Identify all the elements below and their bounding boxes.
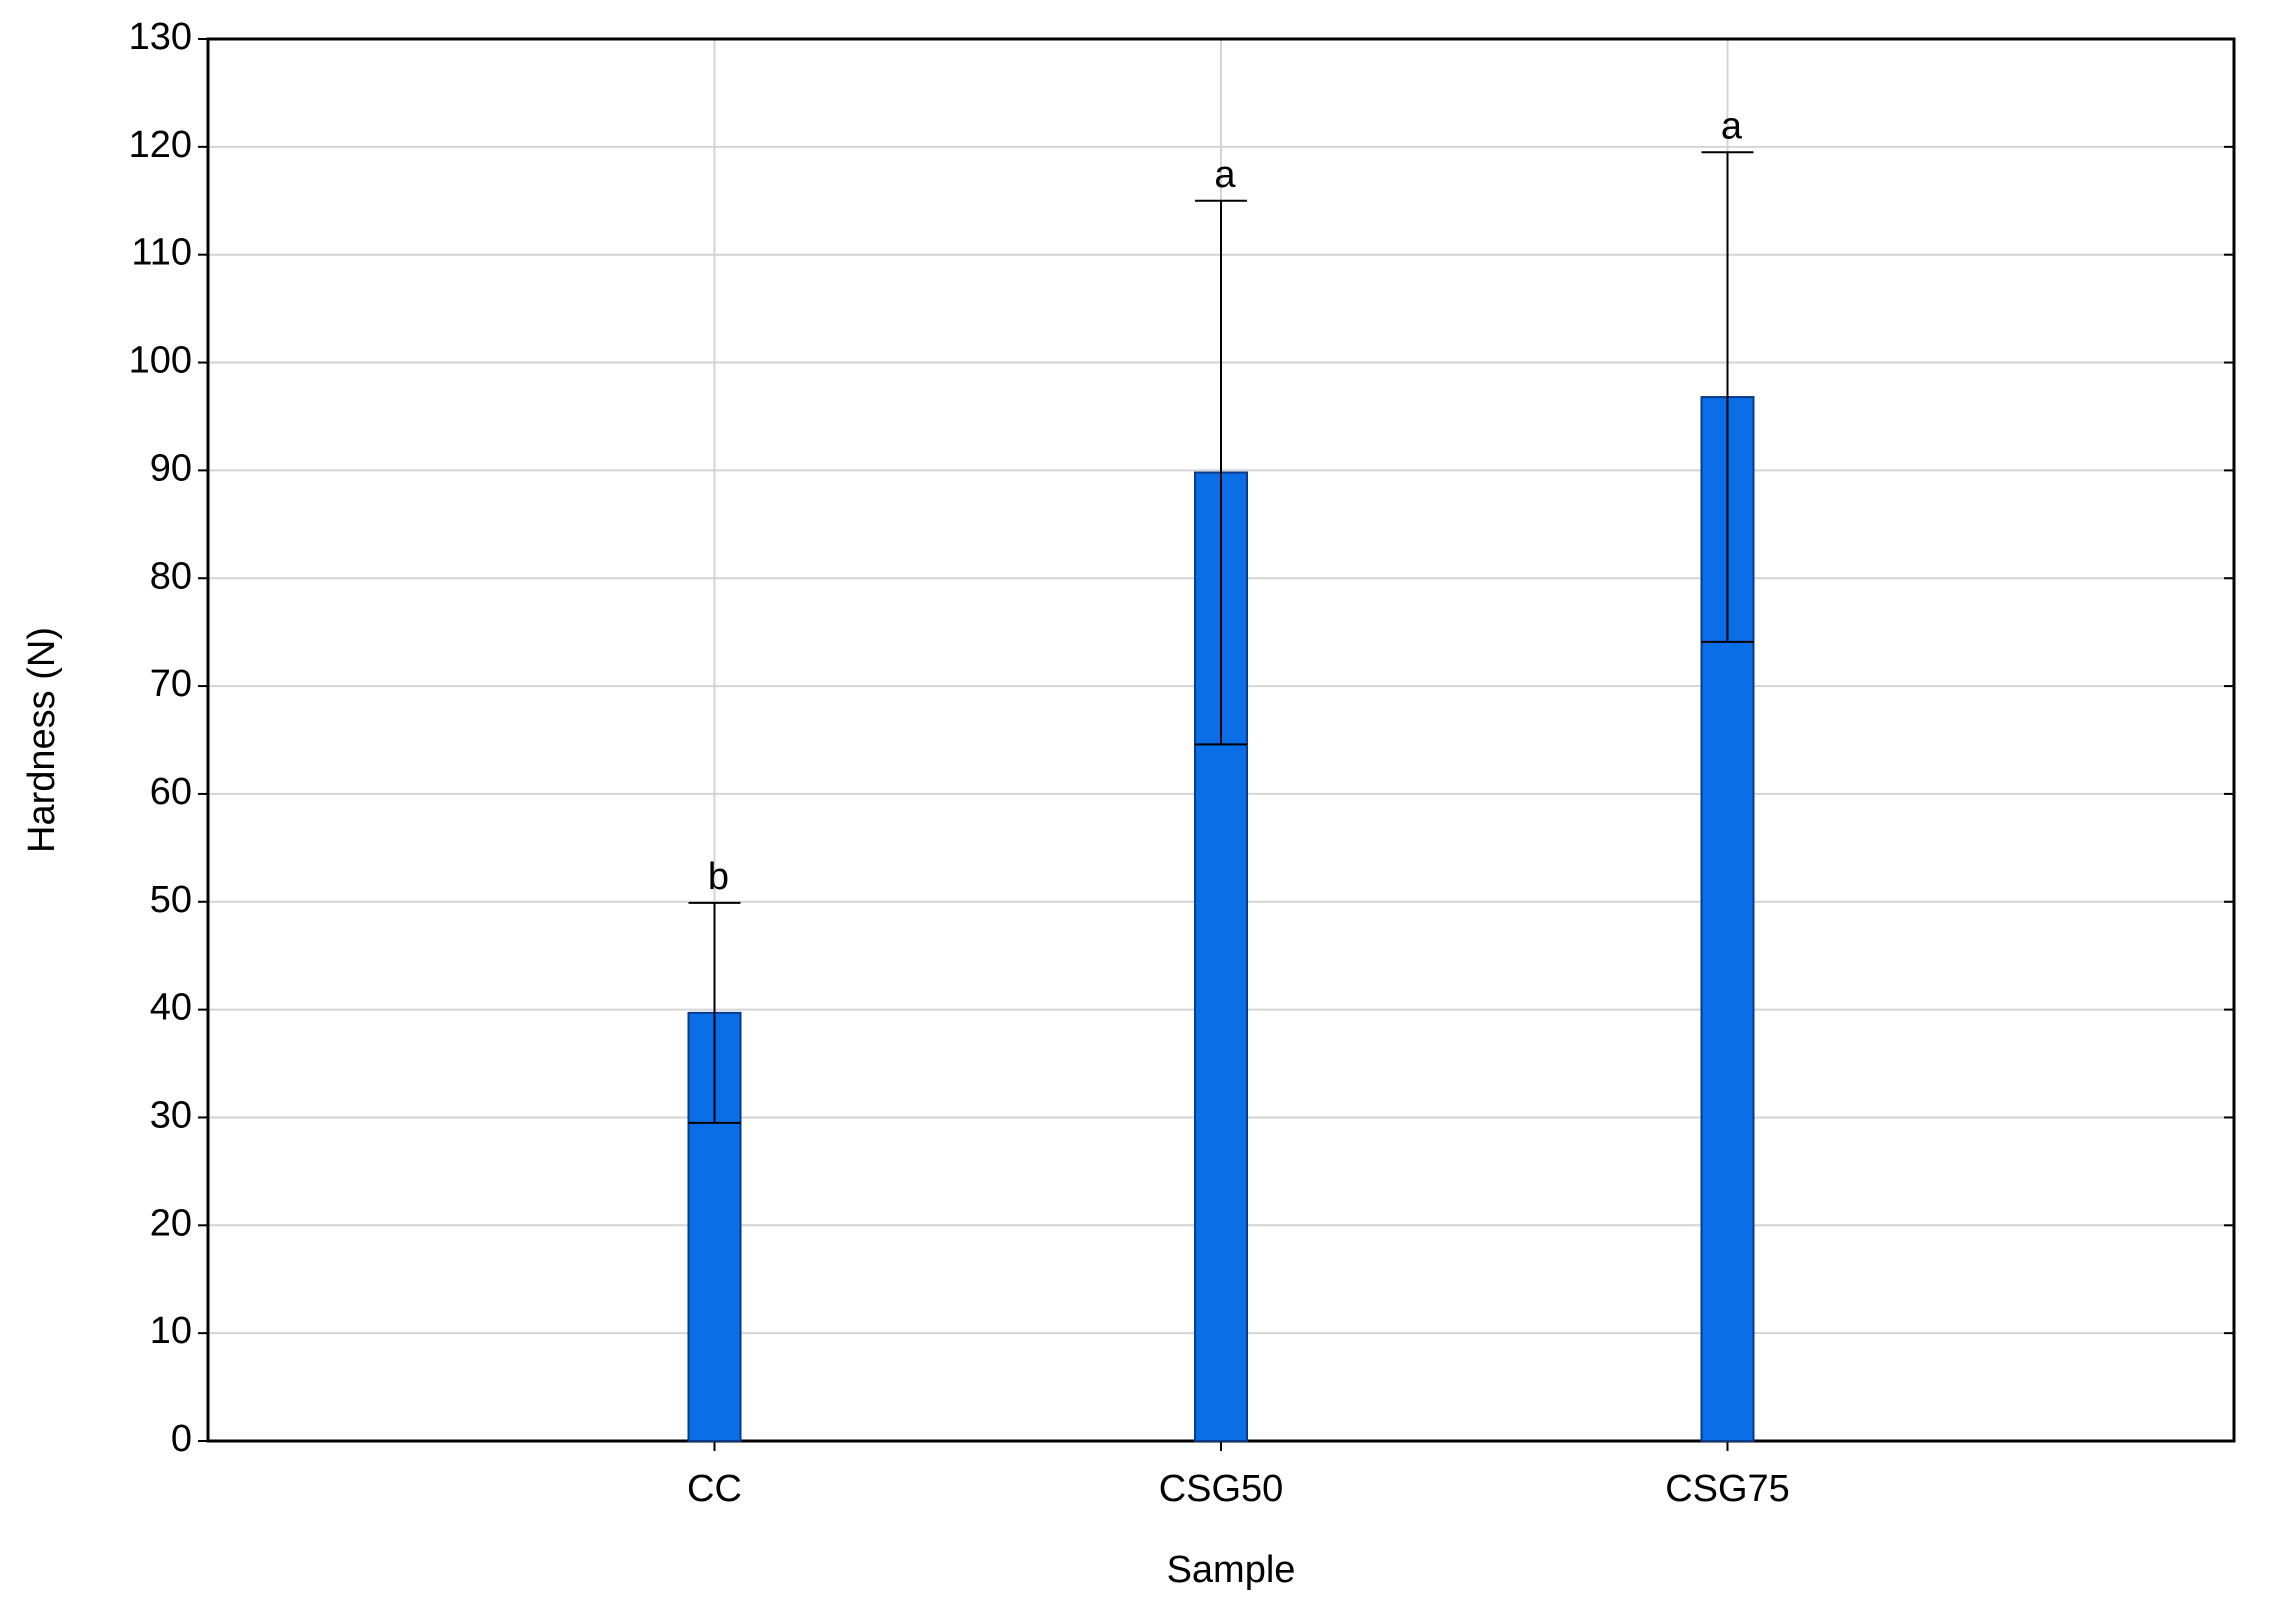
annotation: a [1214,154,1236,196]
x-tick-label: CSG50 [1159,1468,1284,1510]
y-tick-label: 80 [150,555,192,597]
y-tick-label: 60 [150,771,192,813]
y-tick-label: 20 [150,1202,192,1244]
y-tick-label: 70 [150,663,192,705]
y-tick-label: 90 [150,447,192,489]
annotation: a [1721,105,1743,147]
x-tick-label: CSG75 [1665,1468,1790,1510]
y-tick-label: 30 [150,1094,192,1136]
y-tick-label: 100 [129,340,192,382]
annotation: b [708,856,729,898]
y-axis-label: Hardness (N) [21,627,63,853]
x-tick-label: CC [687,1468,742,1510]
y-tick-label: 110 [131,232,192,274]
y-tick-label: 130 [129,16,192,58]
y-tick-label: 50 [150,879,192,921]
x-axis-label: Sample [1167,1549,1296,1591]
y-tick-label: 0 [171,1418,192,1460]
y-tick-label: 10 [150,1310,192,1352]
y-tick-label: 120 [129,124,192,166]
y-tick-label: 40 [150,987,192,1029]
